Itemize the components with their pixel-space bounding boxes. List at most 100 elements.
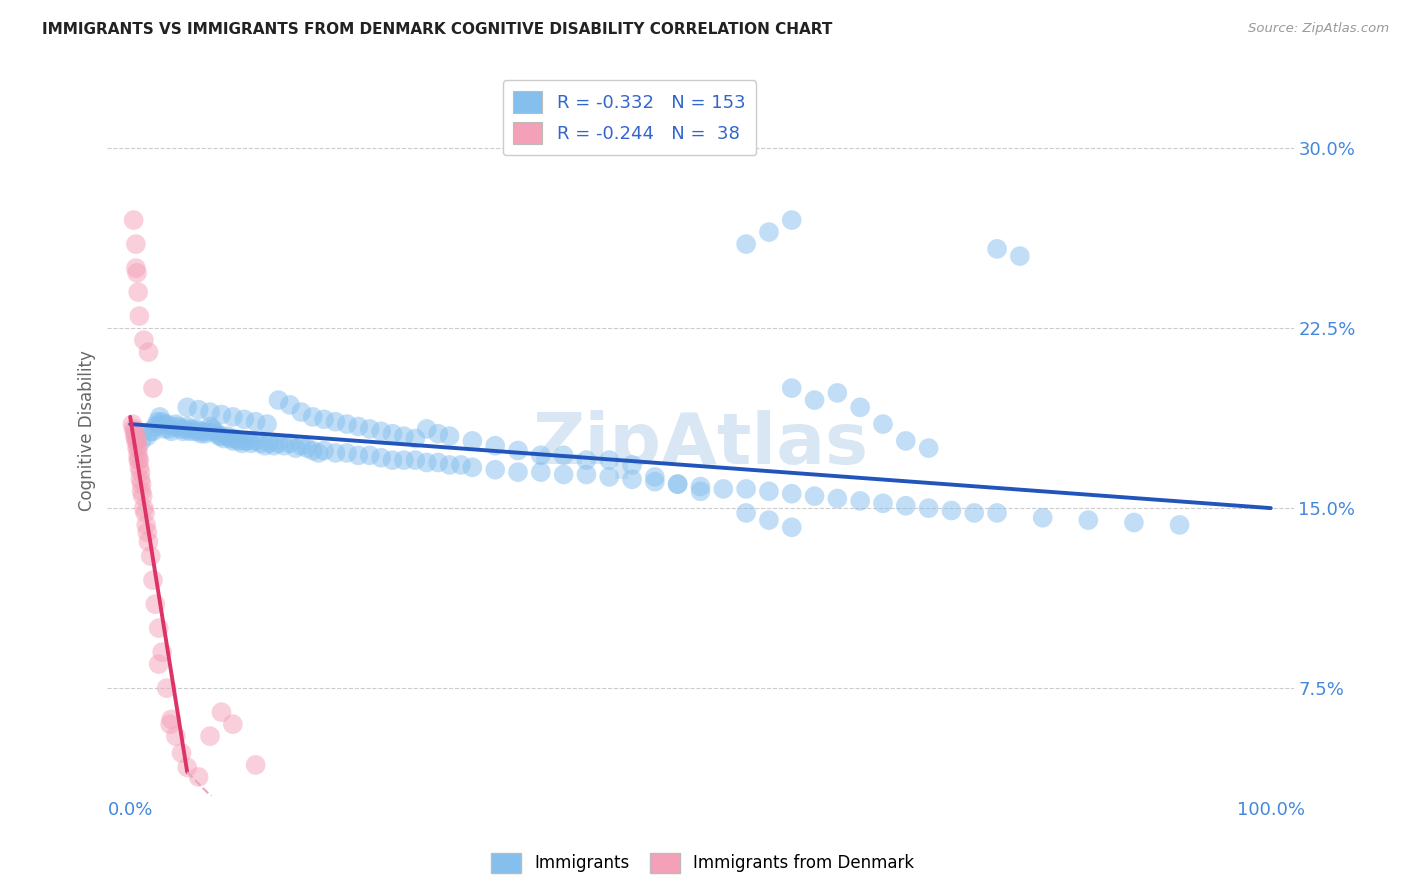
Point [136, 525, 159, 540]
Point [416, 422, 439, 436]
Point [131, 477, 153, 491]
Point [149, 409, 172, 424]
Point [143, 419, 166, 434]
Legend: R = -0.332   N = 153, R = -0.244   N =  38: R = -0.332 N = 153, R = -0.244 N = 38 [502, 80, 756, 155]
Point [803, 393, 825, 408]
Point [204, 425, 226, 439]
Point [621, 458, 644, 472]
Point [758, 484, 780, 499]
Point [575, 453, 598, 467]
Point [132, 501, 155, 516]
Point [170, 746, 193, 760]
Point [325, 415, 347, 429]
Point [986, 242, 1008, 256]
Point [827, 491, 849, 506]
Point [506, 443, 529, 458]
Point [427, 456, 450, 470]
Point [142, 425, 165, 439]
Point [160, 425, 183, 439]
Point [314, 443, 336, 458]
Point [228, 434, 250, 448]
Point [530, 448, 553, 462]
Point [780, 520, 803, 534]
Point [553, 467, 575, 482]
Point [307, 446, 329, 460]
Point [735, 506, 758, 520]
Point [461, 460, 484, 475]
Point [1077, 513, 1099, 527]
Point [205, 426, 228, 441]
Point [198, 419, 221, 434]
Point [125, 429, 148, 443]
Point [1168, 517, 1191, 532]
Point [153, 417, 176, 431]
Point [194, 426, 217, 441]
Point [986, 506, 1008, 520]
Point [222, 717, 245, 731]
Point [273, 439, 295, 453]
Point [1008, 249, 1031, 263]
Point [666, 477, 689, 491]
Point [197, 425, 219, 439]
Point [132, 333, 155, 347]
Point [127, 441, 149, 455]
Point [187, 770, 209, 784]
Point [1032, 510, 1054, 524]
Point [894, 499, 917, 513]
Point [621, 472, 644, 486]
Point [758, 513, 780, 527]
Point [156, 681, 179, 695]
Point [212, 432, 235, 446]
Point [148, 417, 170, 431]
Point [183, 425, 205, 439]
Point [484, 439, 506, 453]
Point [121, 417, 143, 431]
Point [222, 409, 245, 424]
Point [314, 412, 336, 426]
Point [176, 760, 198, 774]
Point [780, 486, 803, 500]
Point [450, 458, 472, 472]
Point [156, 417, 179, 431]
Point [347, 448, 370, 462]
Point [416, 456, 439, 470]
Point [128, 309, 150, 323]
Point [127, 453, 149, 467]
Point [146, 415, 169, 429]
Point [439, 429, 461, 443]
Point [553, 448, 575, 462]
Point [201, 422, 224, 436]
Point [148, 621, 170, 635]
Point [142, 381, 165, 395]
Point [143, 597, 166, 611]
Point [222, 434, 245, 448]
Point [179, 425, 201, 439]
Point [644, 475, 666, 489]
Point [253, 439, 276, 453]
Point [917, 501, 939, 516]
Point [150, 645, 173, 659]
Point [233, 412, 256, 426]
Point [150, 415, 173, 429]
Point [336, 446, 359, 460]
Point [598, 453, 620, 467]
Point [278, 398, 301, 412]
Point [142, 573, 165, 587]
Point [233, 434, 256, 448]
Point [138, 345, 160, 359]
Point [575, 467, 598, 482]
Point [125, 237, 148, 252]
Point [240, 436, 263, 450]
Point [125, 266, 148, 280]
Point [193, 425, 215, 439]
Point [370, 450, 392, 465]
Text: IMMIGRANTS VS IMMIGRANTS FROM DENMARK COGNITIVE DISABILITY CORRELATION CHART: IMMIGRANTS VS IMMIGRANTS FROM DENMARK CO… [42, 22, 832, 37]
Point [917, 441, 939, 455]
Point [894, 434, 917, 448]
Point [347, 419, 370, 434]
Point [138, 534, 160, 549]
Point [598, 470, 620, 484]
Point [134, 506, 156, 520]
Point [1122, 516, 1144, 530]
Point [139, 549, 162, 563]
